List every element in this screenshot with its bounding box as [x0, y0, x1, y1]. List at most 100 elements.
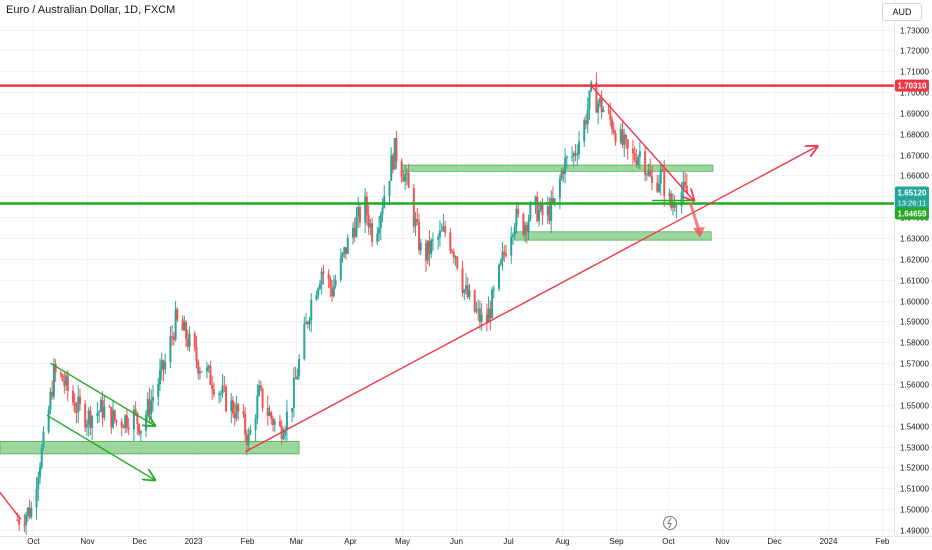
candle-down — [631, 148, 634, 153]
candle-up — [38, 467, 41, 477]
candle-up — [346, 237, 349, 254]
candle-up — [198, 371, 201, 374]
candle-down — [122, 426, 125, 429]
x-tick-label: Dec — [132, 537, 146, 546]
candle-down — [358, 207, 361, 223]
red-level-badge: 1.70310 — [898, 82, 927, 91]
candle-up — [42, 431, 45, 448]
candle-down — [331, 287, 334, 297]
candle-up — [468, 290, 471, 298]
candle-down — [261, 388, 264, 408]
candle-down — [609, 111, 612, 120]
candle-down — [395, 137, 398, 162]
candle-up — [315, 295, 318, 300]
candle-down — [371, 223, 374, 243]
candle-down — [259, 385, 262, 389]
candle-up — [645, 174, 648, 176]
candle-down — [120, 421, 123, 427]
y-tick-label: 1.61000 — [900, 277, 929, 286]
candle-down — [211, 384, 214, 390]
candle-down — [232, 400, 234, 414]
candle-up — [381, 207, 384, 215]
candle-up — [332, 285, 335, 297]
x-tick-label: Feb — [876, 537, 890, 546]
candle-up — [339, 257, 342, 280]
candle-up — [602, 109, 605, 112]
candle-down — [485, 314, 488, 323]
projection-arrow-shaft — [688, 202, 701, 232]
candle-down — [503, 251, 506, 254]
candle-up — [160, 360, 163, 371]
candle-up — [682, 181, 685, 193]
x-tick-label: Nov — [715, 537, 729, 546]
candle-up — [430, 240, 433, 255]
candle-up — [320, 271, 323, 285]
candle-down — [136, 412, 139, 425]
candle-down — [186, 338, 189, 347]
candle-down — [633, 152, 636, 160]
y-tick-label: 1.59000 — [900, 318, 929, 327]
candle-down — [306, 322, 309, 325]
candle-down — [407, 172, 410, 189]
candle-up — [491, 289, 494, 319]
x-tick-label: Jul — [503, 537, 513, 546]
x-tick-label: Oct — [662, 537, 675, 546]
candle-up — [565, 156, 568, 159]
candle-up — [560, 171, 563, 179]
candle-up — [355, 216, 358, 237]
candle-up — [37, 476, 40, 490]
candle-down — [444, 226, 447, 233]
candle-up — [183, 322, 186, 331]
candle-up — [390, 155, 393, 181]
candle-up — [383, 195, 386, 208]
candle-up — [256, 395, 259, 419]
candle-up — [164, 361, 167, 370]
candle-up — [388, 180, 391, 196]
candle-down — [367, 215, 370, 228]
candle-down — [54, 363, 57, 373]
candle-up — [546, 206, 549, 216]
candle-up — [501, 251, 504, 261]
candle-down — [584, 120, 587, 125]
candle-up — [157, 384, 160, 398]
y-tick-label: 1.57000 — [900, 360, 929, 369]
candle-up — [442, 226, 445, 231]
candle-down — [656, 182, 659, 192]
candle-up — [230, 400, 233, 412]
candle-up — [668, 193, 671, 196]
candle-down — [212, 389, 215, 395]
candle-down — [134, 409, 137, 413]
candle-up — [510, 236, 513, 256]
candle-down — [449, 232, 452, 252]
y-tick-label: 1.58000 — [900, 339, 929, 348]
candle-up — [426, 240, 429, 261]
y-tick-label: 1.68000 — [900, 131, 929, 140]
candle-up — [513, 226, 516, 235]
x-tick-label: Jun — [450, 537, 463, 546]
candle-up — [369, 223, 372, 228]
candle-down — [242, 411, 245, 414]
x-tick-label: Apr — [344, 537, 357, 546]
candle-up — [597, 103, 600, 113]
red-level-badge-bg — [895, 79, 929, 92]
candle-down — [548, 206, 551, 221]
candle-down — [278, 420, 281, 426]
candle-up — [334, 279, 337, 286]
replay-icon[interactable] — [663, 516, 677, 530]
candle-up — [249, 429, 252, 435]
candle-up — [393, 137, 396, 170]
candle-up — [364, 196, 367, 223]
candle-up — [47, 409, 50, 432]
candle-up — [550, 198, 553, 221]
y-tick-label: 1.51000 — [900, 485, 929, 494]
red-trendline — [590, 85, 694, 201]
y-tick-label: 1.50000 — [900, 506, 929, 515]
candle-down — [365, 196, 368, 216]
candle-up — [296, 376, 299, 380]
candle-up — [207, 365, 210, 368]
time-axis[interactable]: Oct Nov Dec 2023 Feb Mar Apr May Jun Jul Aug Sep Oct… — [0, 536, 932, 547]
candle-up — [527, 219, 530, 232]
currency-selector[interactable]: AUD — [882, 3, 922, 21]
y-tick-label: 1.67000 — [900, 152, 929, 161]
